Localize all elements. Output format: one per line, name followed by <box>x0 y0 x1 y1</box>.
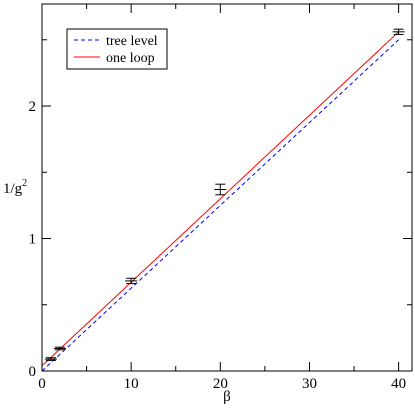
x-axis-label: β <box>223 389 231 405</box>
series-line-one-loop <box>41 31 399 367</box>
data-point <box>214 183 227 196</box>
legend-label-one-loop: one loop <box>106 51 155 66</box>
x-tick-label: 30 <box>302 376 317 392</box>
y-axis-label-main: 1/g <box>3 181 23 197</box>
data-point <box>392 28 405 35</box>
x-tick-label: 0 <box>38 376 46 392</box>
legend-box <box>66 28 168 70</box>
data-points <box>44 28 405 361</box>
series-line-tree-level <box>41 39 399 372</box>
axis-ticks: 0 10 20 30 40 0 1 2 <box>29 4 412 392</box>
series-layer <box>41 31 399 372</box>
legend: tree level one loop <box>66 28 168 70</box>
x-tick-label: 20 <box>213 376 228 392</box>
x-tick-label: 10 <box>124 376 139 392</box>
x-tick-label: 40 <box>391 376 406 392</box>
data-point <box>44 357 57 361</box>
y-axis-label: 1/g2 <box>3 178 27 197</box>
data-point <box>125 277 138 285</box>
y-axis-label-sup: 2 <box>22 178 27 189</box>
y-tick-label: 0 <box>29 364 37 380</box>
plot-frame <box>41 3 413 372</box>
legend-label-tree-level: tree level <box>106 34 158 49</box>
y-tick-label: 1 <box>29 232 37 248</box>
y-tick-label: 2 <box>29 99 37 115</box>
data-point <box>53 346 66 351</box>
